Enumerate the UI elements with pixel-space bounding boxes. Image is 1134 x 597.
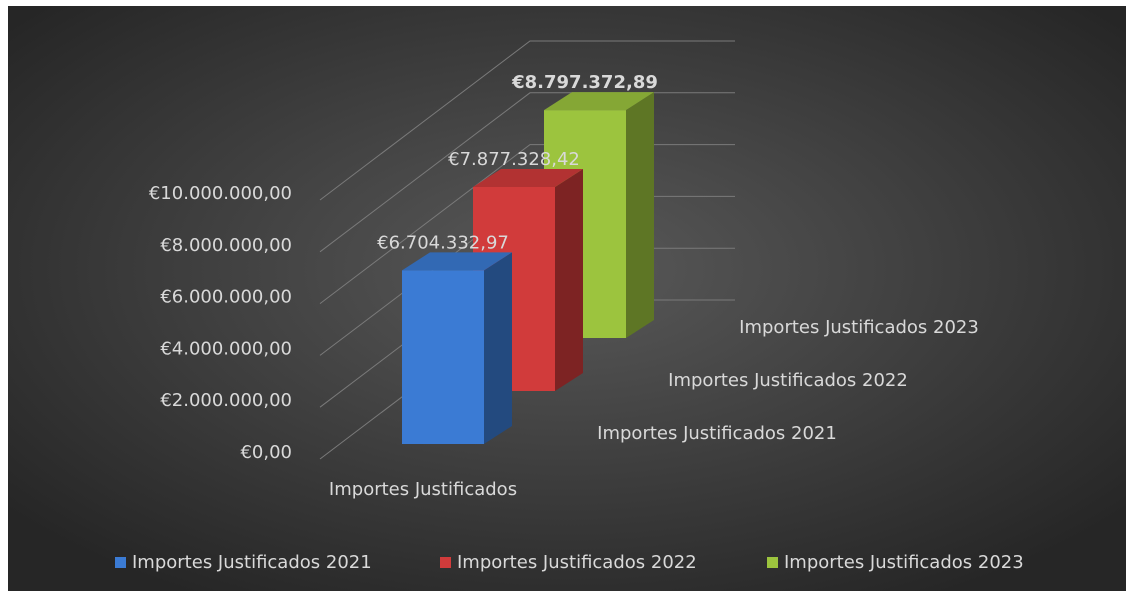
- grid-line: [319, 40, 735, 201]
- bar-face: [555, 168, 583, 391]
- data-label: €7.877.328,42: [448, 149, 580, 170]
- legend-swatch: [767, 557, 778, 568]
- legend-swatch: [440, 557, 451, 568]
- legend-label: Importes Justificados 2023: [784, 552, 1024, 573]
- bar-face: [484, 252, 512, 444]
- y-tick-label: €10.000.000,00: [149, 183, 292, 204]
- depth-label: Importes Justificados 2022: [668, 370, 908, 391]
- legend-label: Importes Justificados 2021: [132, 552, 372, 573]
- depth-label: Importes Justificados 2023: [739, 317, 979, 338]
- bar-face: [473, 168, 583, 187]
- bar-face: [544, 92, 654, 111]
- bar-face: [402, 252, 512, 271]
- bar-face: [402, 270, 484, 444]
- x-tick-label: Importes Justificados: [329, 479, 517, 500]
- bar: [402, 252, 512, 444]
- bar-face: [626, 92, 654, 338]
- y-tick-label: €0,00: [240, 442, 292, 463]
- y-tick-label: €2.000.000,00: [160, 390, 292, 411]
- grid-line: [319, 92, 735, 253]
- depth-label: Importes Justificados 2021: [597, 423, 837, 444]
- data-label: €6.704.332,97: [377, 232, 509, 253]
- data-label: €8.797.372,89: [511, 72, 658, 93]
- y-tick-label: €8.000.000,00: [160, 235, 292, 256]
- legend-swatch: [115, 557, 126, 568]
- grid-line: [319, 144, 735, 304]
- legend-label: Importes Justificados 2022: [457, 552, 697, 573]
- y-tick-label: €6.000.000,00: [160, 287, 292, 308]
- y-tick-label: €4.000.000,00: [160, 338, 292, 359]
